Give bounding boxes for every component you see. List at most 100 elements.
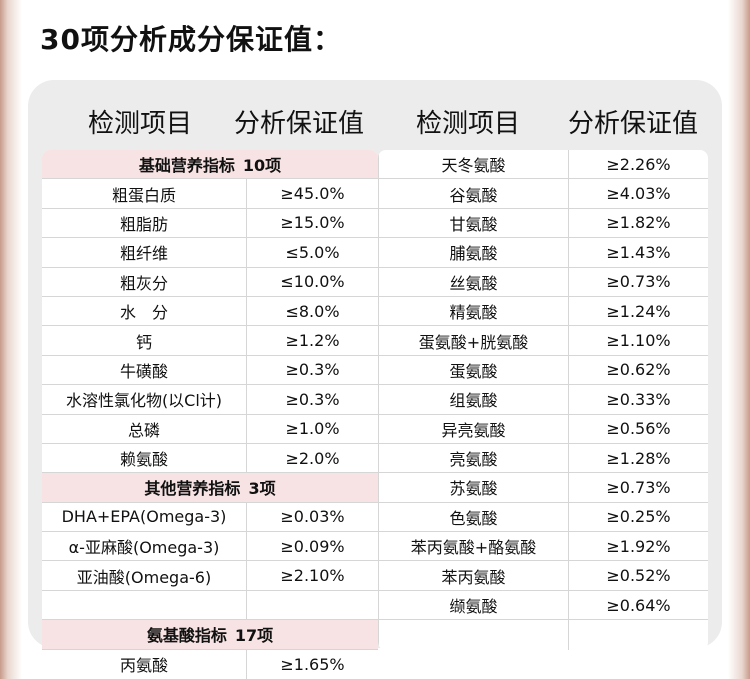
item-name: 缬氨酸 xyxy=(378,590,568,620)
section-header: 其他营养指标 3项 xyxy=(42,473,378,503)
page-title: 30项分析成分保证值： xyxy=(40,23,342,56)
table-row: 脯氨酸 ≥1.43% xyxy=(378,238,708,268)
guarantee-value: ≥0.56% xyxy=(568,414,708,443)
analysis-table-card: 检测项目 分析保证值 检测项目 分析保证值 基础营养指标 10项 粗蛋白质 ≥45.0… xyxy=(28,80,722,679)
table-row: 精氨酸 ≥1.24% xyxy=(378,296,708,327)
guarantee-value: ≥1.82% xyxy=(568,208,708,238)
guarantee-value: ≥2.26% xyxy=(568,150,708,179)
item-name: 苯丙氨酸+酪氨酸 xyxy=(378,532,568,561)
item-name: 粗蛋白质 xyxy=(111,185,176,205)
table-row: 水溶性氯化物(以Cl计) ≥0.3% xyxy=(42,385,378,415)
item-name: 赖氨酸 xyxy=(119,450,168,470)
table-row: 牛磺酸 ≥0.3% xyxy=(42,355,378,386)
item-name: 牛磺酸 xyxy=(119,361,168,381)
table-row: 粗灰分 ≤10.0% xyxy=(42,267,378,297)
table-row: 苯丙氨酸 ≥0.52% xyxy=(378,561,708,591)
table-row: 粗蛋白质 ≥45.0% xyxy=(42,179,378,209)
header-value-left: 分析保证值 xyxy=(233,109,364,139)
table-row: 水 分 ≤8.0% xyxy=(42,296,378,327)
guarantee-value: ≥0.33% xyxy=(568,385,708,414)
table-row: 缬氨酸 ≥0.64% xyxy=(378,590,708,621)
guarantee-value: ≥1.10% xyxy=(568,326,708,355)
guarantee-value: ≥1.92% xyxy=(568,532,708,561)
guarantee-value: ≥1.28% xyxy=(568,443,708,473)
item-name: 苯丙氨酸 xyxy=(378,561,568,590)
guarantee-value: ≥0.64% xyxy=(568,590,708,620)
guarantee-value: ≥1.24% xyxy=(568,296,708,326)
table-row: 谷氨酸 ≥4.03% xyxy=(378,179,708,209)
header-value-right: 分析保证值 xyxy=(567,109,698,139)
item-name: α-亚麻酸(Omega-3) xyxy=(68,538,220,558)
guarantee-value: ≥1.65% xyxy=(246,649,378,679)
section-count: 3项 xyxy=(248,479,276,499)
item-name: 谷氨酸 xyxy=(378,179,568,208)
table-row: 天冬氨酸 ≥2.26% xyxy=(378,150,708,180)
table-row: 色氨酸 ≥0.25% xyxy=(378,502,708,533)
table-row: 丙氨酸 ≥1.65% xyxy=(42,649,378,679)
guarantee-value: ≥2.10% xyxy=(246,561,378,590)
guarantee-value: ≥0.73% xyxy=(568,473,708,502)
table-row: 异亮氨酸 ≥0.56% xyxy=(378,414,708,444)
item-name: 组氨酸 xyxy=(378,385,568,414)
item-name: 脯氨酸 xyxy=(378,238,568,267)
blank-cell xyxy=(42,591,246,619)
item-name: 粗灰分 xyxy=(119,273,168,293)
table-row: 亮氨酸 ≥1.28% xyxy=(378,443,708,474)
guarantee-value: ≥0.73% xyxy=(568,267,708,296)
guarantee-value: ≥0.3% xyxy=(246,385,378,414)
blank-row xyxy=(378,620,708,650)
item-name: 总磷 xyxy=(127,420,160,440)
item-name: 丙氨酸 xyxy=(119,656,168,676)
table-row: 组氨酸 ≥0.33% xyxy=(378,385,708,415)
item-name: 亚油酸(Omega-6) xyxy=(76,567,212,587)
guarantee-value: ≥4.03% xyxy=(568,179,708,208)
guarantee-value: ≥1.0% xyxy=(246,414,378,443)
table-row: 苏氨酸 ≥0.73% xyxy=(378,473,708,503)
item-name: 丝氨酸 xyxy=(378,267,568,296)
left-table: 基础营养指标 10项 粗蛋白质 ≥45.0% 粗脂肪 ≥15.0% 粗纤维 ≤5.0% 粗灰分 ≤… xyxy=(42,150,378,679)
item-name: 精氨酸 xyxy=(378,296,568,326)
item-name: 水 分 xyxy=(119,303,168,323)
blank-row xyxy=(42,590,378,621)
table-row: 蛋氨酸+胱氨酸 ≥1.10% xyxy=(378,326,708,356)
table-row: 甘氨酸 ≥1.82% xyxy=(378,208,708,239)
table-row: 钙 ≥1.2% xyxy=(42,326,378,356)
guarantee-value: ≥0.3% xyxy=(246,355,378,385)
table-row: 蛋氨酸 ≥0.62% xyxy=(378,355,708,386)
item-name: 粗脂肪 xyxy=(119,214,168,234)
table-row: α-亚麻酸(Omega-3) ≥0.09% xyxy=(42,532,378,562)
item-name: 粗纤维 xyxy=(119,244,168,264)
item-name: 天冬氨酸 xyxy=(378,150,568,179)
guarantee-value: ≥0.03% xyxy=(246,502,378,532)
guarantee-value: ≥0.52% xyxy=(568,561,708,590)
item-name: 水溶性氯化物(以Cl计) xyxy=(65,391,223,411)
table-row: 丝氨酸 ≥0.73% xyxy=(378,267,708,297)
table-row: 粗脂肪 ≥15.0% xyxy=(42,208,378,239)
blank-cell xyxy=(378,620,568,650)
section-name: 基础营养指标 xyxy=(138,156,235,176)
header-item-right: 检测项目 xyxy=(415,109,520,139)
guarantee-value: ≥15.0% xyxy=(246,208,378,238)
table-row: 总磷 ≥1.0% xyxy=(42,414,378,444)
right-table: 天冬氨酸 ≥2.26% 谷氨酸 ≥4.03% 甘氨酸 ≥1.82% 脯氨酸 ≥1.43% 丝氨酸… xyxy=(378,150,708,650)
item-name: 异亮氨酸 xyxy=(378,414,568,443)
table-row: 赖氨酸 ≥2.0% xyxy=(42,443,378,474)
section-name: 其他营养指标 xyxy=(144,479,241,499)
item-name: 蛋氨酸+胱氨酸 xyxy=(378,326,568,355)
section-header: 氨基酸指标 17项 xyxy=(42,620,378,650)
guarantee-value: ≥2.0% xyxy=(246,443,378,473)
item-name: 亮氨酸 xyxy=(378,443,568,473)
section-count: 17项 xyxy=(234,626,274,646)
guarantee-value: ≥0.09% xyxy=(246,532,378,561)
item-name: 甘氨酸 xyxy=(378,208,568,238)
guarantee-value: ≥45.0% xyxy=(246,179,378,208)
item-name: 色氨酸 xyxy=(378,502,568,532)
section-count: 10项 xyxy=(242,156,282,176)
guarantee-value: ≥0.25% xyxy=(568,502,708,532)
table-row: 亚油酸(Omega-6) ≥2.10% xyxy=(42,561,378,591)
guarantee-value: ≥1.2% xyxy=(246,326,378,355)
guarantee-value: ≤8.0% xyxy=(246,296,378,326)
guarantee-value: ≤5.0% xyxy=(246,238,378,267)
item-name: 蛋氨酸 xyxy=(378,355,568,385)
guarantee-value: ≥1.43% xyxy=(568,238,708,267)
